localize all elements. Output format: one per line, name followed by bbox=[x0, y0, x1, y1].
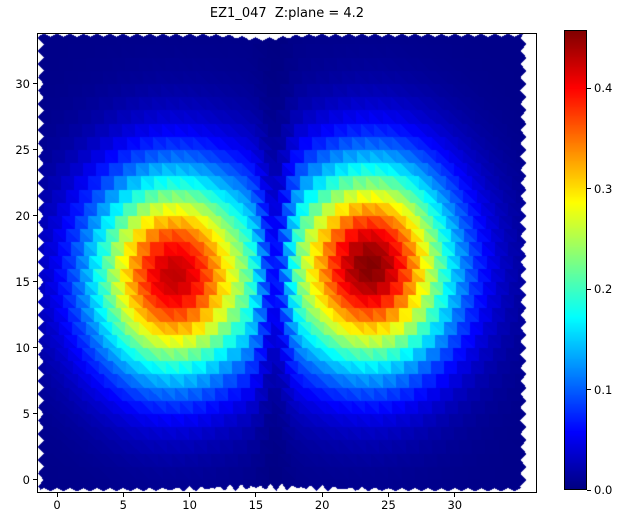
colorbar-tick-mark bbox=[587, 489, 591, 491]
colorbar-tick-label: 0.4 bbox=[594, 81, 613, 96]
colorbar-tick-mark bbox=[587, 87, 591, 89]
y-tick-label: 20 bbox=[15, 208, 30, 223]
colorbar bbox=[564, 30, 587, 490]
colorbar-tick-label: 0.0 bbox=[594, 483, 613, 497]
colorbar-tick-mark bbox=[587, 288, 591, 290]
y-tick-mark bbox=[33, 149, 37, 151]
y-tick-mark bbox=[33, 347, 37, 349]
y-tick-label: 5 bbox=[22, 406, 30, 421]
chart-title: EZ1_047 Z:plane = 4.2 bbox=[209, 6, 365, 21]
x-tick-mark bbox=[454, 493, 456, 497]
x-tick-mark bbox=[321, 493, 323, 497]
x-tick-mark bbox=[56, 493, 58, 497]
y-tick-label: 30 bbox=[15, 76, 30, 91]
y-tick-mark bbox=[33, 413, 37, 415]
colorbar-tick-label: 0.1 bbox=[594, 382, 613, 397]
y-tick-label: 0 bbox=[22, 472, 30, 487]
x-tick-label: 30 bbox=[447, 498, 463, 512]
x-tick-label: 0 bbox=[53, 498, 61, 512]
x-tick-label: 15 bbox=[248, 498, 264, 512]
x-tick-label: 5 bbox=[119, 498, 127, 512]
colorbar-tick-mark bbox=[587, 389, 591, 391]
y-tick-label: 10 bbox=[15, 340, 30, 355]
x-tick-mark bbox=[387, 493, 389, 497]
x-tick-label: 20 bbox=[314, 498, 330, 512]
y-tick-mark bbox=[33, 83, 37, 85]
colorbar-tick-label: 0.3 bbox=[594, 181, 613, 196]
y-tick-mark bbox=[33, 479, 37, 481]
y-tick-label: 25 bbox=[15, 142, 30, 157]
x-tick-mark bbox=[255, 493, 257, 497]
heatmap-canvas bbox=[37, 33, 537, 493]
colorbar-tick-mark bbox=[587, 188, 591, 190]
y-tick-mark bbox=[33, 281, 37, 283]
y-tick-mark bbox=[33, 215, 37, 217]
x-tick-label: 25 bbox=[381, 498, 396, 512]
y-tick-label: 15 bbox=[15, 274, 30, 289]
x-tick-label: 10 bbox=[182, 498, 197, 512]
colorbar-tick-label: 0.2 bbox=[594, 282, 613, 297]
x-tick-mark bbox=[122, 493, 124, 497]
x-tick-mark bbox=[189, 493, 191, 497]
